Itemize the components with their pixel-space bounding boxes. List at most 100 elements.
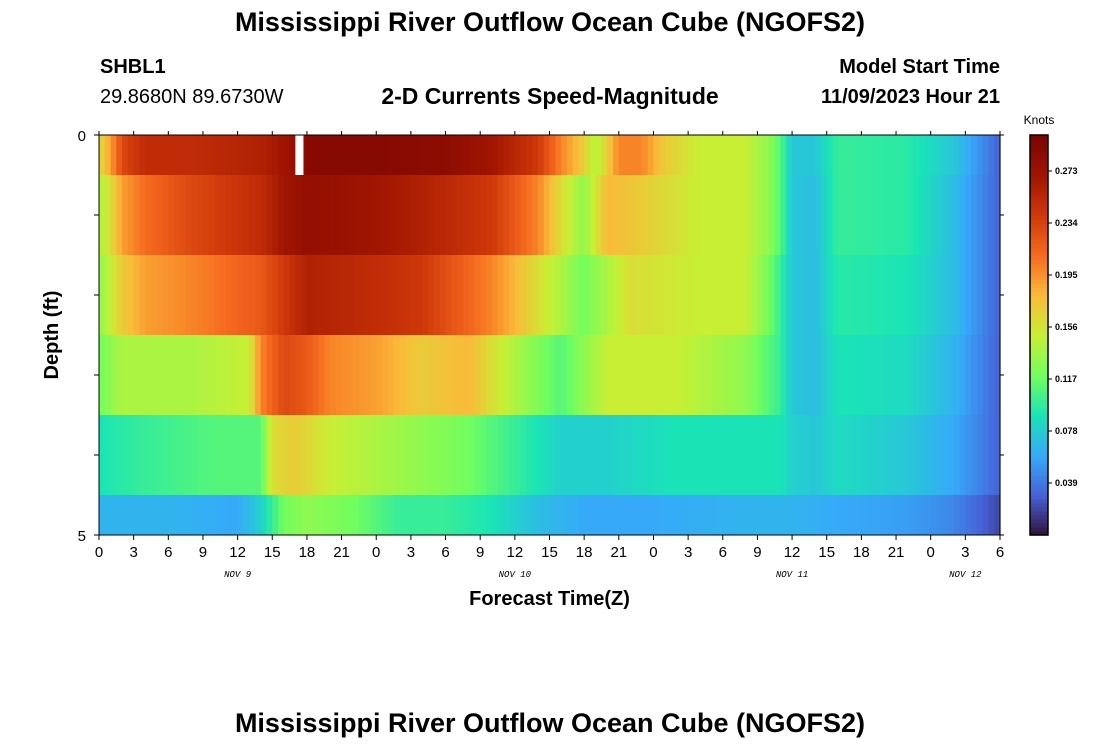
heatmap-cell: [191, 495, 198, 535]
heatmap-cell: [156, 415, 164, 495]
heatmap-cell: [503, 335, 510, 415]
data-gap: [295, 135, 304, 175]
heatmap-cell: [774, 175, 782, 255]
heatmap-cell: [849, 175, 857, 255]
heatmap-cell: [231, 335, 239, 415]
heatmap-cell: [139, 495, 146, 535]
heatmap-cell: [226, 175, 233, 255]
colorbar-segment: [1030, 135, 1048, 140]
heatmap-cell: [382, 175, 389, 255]
heatmap-cell: [428, 335, 435, 415]
heatmap-cell: [185, 415, 193, 495]
heatmap-cell: [924, 335, 932, 415]
heatmap-cell: [630, 415, 637, 495]
colorbar-segment: [1030, 295, 1048, 300]
heatmap-cell: [844, 415, 851, 495]
colorbar-tick-label: 0.156: [1055, 322, 1078, 332]
heatmap-cell: [520, 135, 527, 175]
heatmap-cell: [549, 135, 556, 175]
heatmap-cell: [283, 135, 291, 175]
heatmap-cell: [214, 495, 221, 535]
heatmap-cell: [387, 175, 395, 255]
heatmap-cell: [647, 415, 655, 495]
heatmap-cell: [959, 255, 966, 335]
heatmap-cell: [514, 415, 522, 495]
heatmap-cell: [757, 175, 764, 255]
heatmap-cell: [555, 175, 562, 255]
heatmap-cell: [849, 495, 857, 535]
heatmap-cell: [520, 335, 527, 415]
heatmap-cell: [405, 335, 412, 415]
heatmap-cell: [768, 415, 776, 495]
heatmap-cell: [728, 135, 735, 175]
heatmap-cell: [485, 255, 493, 335]
colorbar-segment: [1030, 523, 1048, 528]
heatmap-cell: [324, 255, 331, 335]
heatmap-cell: [901, 335, 909, 415]
heatmap-cell: [451, 255, 458, 335]
heatmap-cell: [353, 415, 360, 495]
heatmap-cell: [376, 335, 383, 415]
heatmap-cell: [457, 495, 464, 535]
heatmap-cell: [335, 175, 343, 255]
heatmap-cell: [214, 255, 221, 335]
heatmap-cell: [474, 255, 481, 335]
heatmap-cell: [451, 415, 458, 495]
heatmap-cell: [861, 135, 868, 175]
heatmap-cell: [295, 415, 302, 495]
heatmap-cell: [861, 175, 868, 255]
heatmap-cell: [474, 495, 481, 535]
heatmap-cell: [150, 135, 158, 175]
heatmap-cell: [890, 135, 897, 175]
heatmap-cell: [514, 175, 522, 255]
heatmap-cell: [913, 415, 920, 495]
heatmap-cell: [422, 255, 429, 335]
heatmap-cell: [751, 135, 759, 175]
heatmap-cell: [913, 135, 920, 175]
colorbar-segment: [1030, 139, 1048, 144]
heatmap-cell: [445, 255, 452, 335]
heatmap-cell: [763, 415, 770, 495]
heatmap-cell: [433, 495, 441, 535]
heatmap-cell: [214, 415, 221, 495]
heatmap-cell: [231, 135, 239, 175]
heatmap-cell: [104, 175, 112, 255]
heatmap-cell: [364, 415, 372, 495]
heatmap-cell: [907, 335, 914, 415]
heatmap-cell: [878, 175, 886, 255]
heatmap-cell: [682, 255, 689, 335]
colorbar-segment: [1030, 167, 1048, 172]
heatmap-cell: [226, 255, 233, 335]
heatmap-cell: [462, 135, 470, 175]
heatmap-cell: [994, 255, 1001, 335]
heatmap-cell: [526, 415, 533, 495]
heatmap-cell: [734, 415, 741, 495]
heatmap-cell: [618, 255, 626, 335]
heatmap-cell: [428, 135, 435, 175]
heatmap-cell: [445, 495, 452, 535]
heatmap-cell: [543, 495, 551, 535]
heatmap-cell: [976, 335, 984, 415]
heatmap-cell: [740, 335, 747, 415]
heatmap-cell: [896, 255, 903, 335]
heatmap-cell: [878, 135, 886, 175]
heatmap-cell: [572, 175, 579, 255]
heatmap-cell: [324, 415, 331, 495]
heatmap-cell: [786, 175, 793, 255]
heatmap-cell: [896, 335, 903, 415]
heatmap-cell: [330, 335, 337, 415]
colorbar-segment: [1030, 335, 1048, 340]
heatmap-cell: [549, 415, 556, 495]
colorbar-segment: [1030, 155, 1048, 160]
heatmap-cell: [653, 175, 660, 255]
heatmap-cell: [820, 255, 828, 335]
heatmap-cell: [127, 175, 135, 255]
heatmap-cell: [301, 175, 308, 255]
heatmap-cell: [393, 175, 400, 255]
heatmap-cell: [670, 495, 678, 535]
colorbar-segment: [1030, 307, 1048, 312]
heatmap-cell: [815, 495, 822, 535]
heatmap-cell: [191, 255, 198, 335]
heatmap-cell: [104, 335, 112, 415]
heatmap-cell: [480, 495, 487, 535]
